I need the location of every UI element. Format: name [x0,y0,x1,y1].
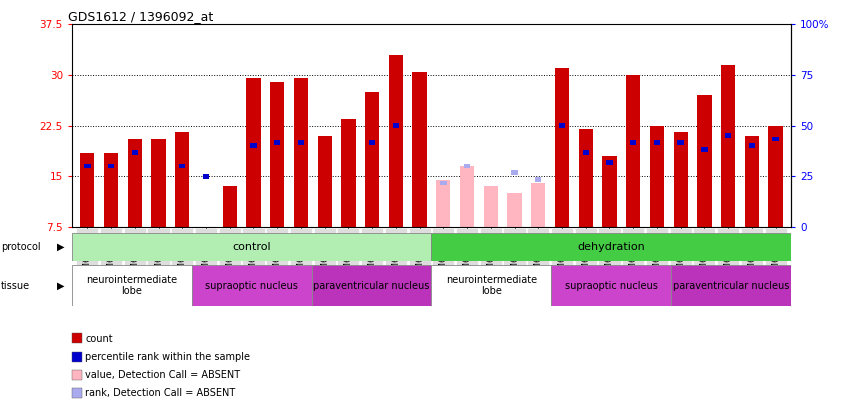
Bar [484,186,498,227]
Bar [678,140,684,145]
Bar [107,164,114,168]
Bar [650,126,664,227]
Bar [311,265,431,306]
Text: tissue: tissue [1,281,30,290]
Bar [531,183,546,227]
Bar [721,65,735,227]
Bar [128,139,142,227]
Bar [626,75,640,227]
Bar [602,156,617,227]
Bar [673,132,688,227]
Bar [175,132,190,227]
Bar [389,55,403,227]
Bar [393,123,399,128]
Text: paraventricular nucleus: paraventricular nucleus [313,281,430,290]
Text: ▶: ▶ [57,281,64,290]
Bar [298,140,304,145]
Bar [559,123,565,128]
Bar [132,150,138,155]
Bar [440,181,447,185]
Bar [72,233,431,261]
Bar [508,193,522,227]
Bar [535,177,541,182]
Text: control: control [233,242,271,252]
Bar [341,119,355,227]
Bar [246,78,261,227]
Bar [104,153,118,227]
Bar [431,265,552,306]
Bar [369,140,376,145]
Bar [749,143,755,148]
Bar [413,72,426,227]
Bar [725,133,731,138]
Text: GDS1612 / 1396092_at: GDS1612 / 1396092_at [69,10,213,23]
Bar [555,68,569,227]
Bar [192,265,311,306]
Bar [744,136,759,227]
Bar [579,129,593,227]
Bar [464,164,470,168]
Bar [552,265,671,306]
Bar [270,82,284,227]
Bar [317,136,332,227]
Bar [607,160,613,165]
Bar [772,137,779,141]
Bar [437,179,450,227]
Bar [431,233,791,261]
Text: protocol: protocol [1,242,41,252]
Bar [222,186,237,227]
Bar [179,164,185,168]
Bar [365,92,379,227]
Bar [294,78,308,227]
Text: value, Detection Call = ABSENT: value, Detection Call = ABSENT [85,370,240,380]
Text: supraoptic nucleus: supraoptic nucleus [206,281,298,290]
Text: neurointermediate
lobe: neurointermediate lobe [446,275,537,296]
Bar [630,140,636,145]
Bar [203,174,209,179]
Text: supraoptic nucleus: supraoptic nucleus [565,281,657,290]
Bar [460,166,474,227]
Bar [274,140,280,145]
Text: dehydration: dehydration [577,242,645,252]
Bar [511,171,518,175]
Bar [768,126,783,227]
Text: count: count [85,334,113,343]
Text: percentile rank within the sample: percentile rank within the sample [85,352,250,362]
Text: rank, Detection Call = ABSENT: rank, Detection Call = ABSENT [85,388,236,398]
Text: ▶: ▶ [57,242,64,252]
Bar [583,150,589,155]
Bar [72,265,192,306]
Bar [654,140,660,145]
Bar [250,143,256,148]
Bar [151,139,166,227]
Bar [671,265,791,306]
Bar [84,164,91,168]
Bar [701,147,707,151]
Bar [80,153,95,227]
Text: neurointermediate
lobe: neurointermediate lobe [86,275,178,296]
Text: paraventricular nucleus: paraventricular nucleus [673,281,789,290]
Bar [697,95,711,227]
